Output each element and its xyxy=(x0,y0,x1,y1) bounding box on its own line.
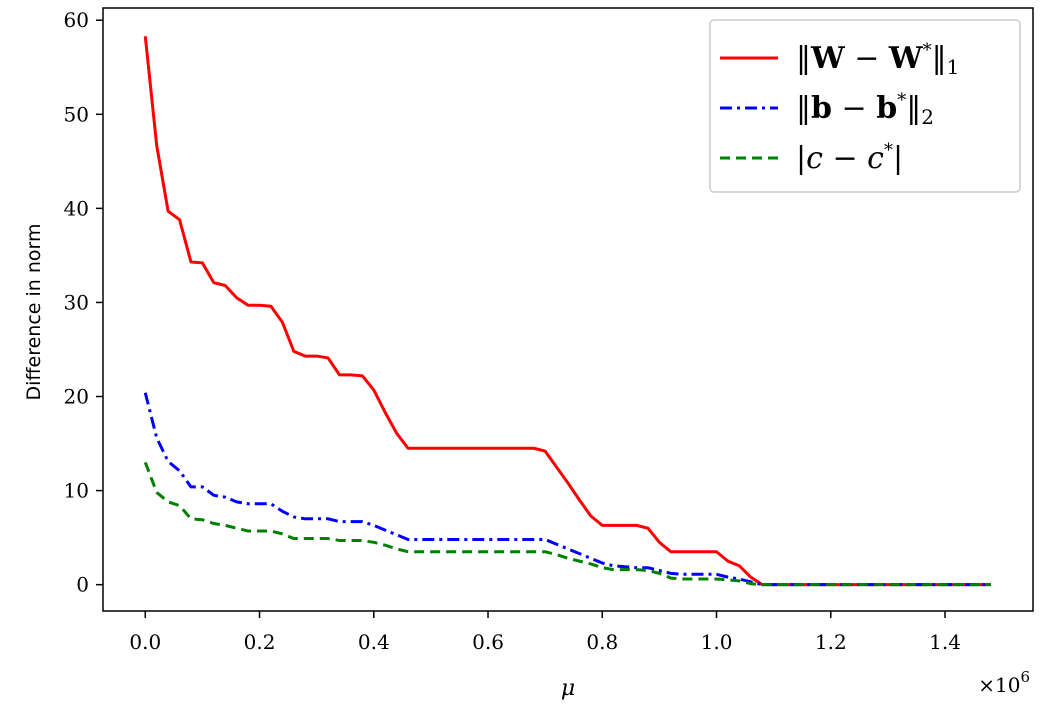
axes-frame xyxy=(102,7,1034,612)
y-tick-label: 40 xyxy=(64,196,89,220)
x-tick-label: 1.0 xyxy=(701,630,733,654)
y-tick-label: 20 xyxy=(64,385,89,409)
y-axis-label: Difference in norm xyxy=(23,223,45,400)
x-tick-label: 0.6 xyxy=(472,630,504,654)
y-tick-label: 0 xyxy=(76,573,89,597)
y-tick-label: 50 xyxy=(64,102,89,126)
series-line-W xyxy=(143,36,991,587)
legend: ‖W − W*‖1 ‖b − b*‖2 |c − c*| xyxy=(709,19,1021,193)
x-offset-base: ×10 xyxy=(978,673,1020,697)
y-tick-label: 30 xyxy=(64,290,89,314)
x-axis-offset-label: ×106 xyxy=(978,668,1030,697)
x-tick-label: 0.4 xyxy=(358,630,390,654)
y-axis-ticks: 0 10 20 30 40 50 60 xyxy=(64,8,103,597)
legend-box xyxy=(709,19,1021,193)
x-tick-label: 1.4 xyxy=(929,630,961,654)
x-tick-label: 0.8 xyxy=(586,630,618,654)
y-tick-label: 60 xyxy=(64,8,89,32)
x-tick-label: 0.2 xyxy=(244,630,276,654)
x-axis-label: μ xyxy=(561,676,575,701)
series-lines xyxy=(143,36,991,587)
x-offset-exponent: 6 xyxy=(1020,668,1030,686)
legend-label-w: ‖W − W*‖1 xyxy=(796,40,959,79)
x-tick-label: 1.2 xyxy=(815,630,847,654)
legend-label-b: ‖b − b*‖2 xyxy=(796,90,934,129)
y-tick-label: 10 xyxy=(64,479,89,503)
series-line-b xyxy=(143,392,991,587)
x-tick-label: 0.0 xyxy=(129,630,161,654)
x-axis-ticks: 0.0 0.2 0.4 0.6 0.8 1.0 1.2 1.4 xyxy=(129,611,961,654)
series-line-c xyxy=(143,461,991,587)
legend-label-c: |c − c*| xyxy=(796,140,903,176)
